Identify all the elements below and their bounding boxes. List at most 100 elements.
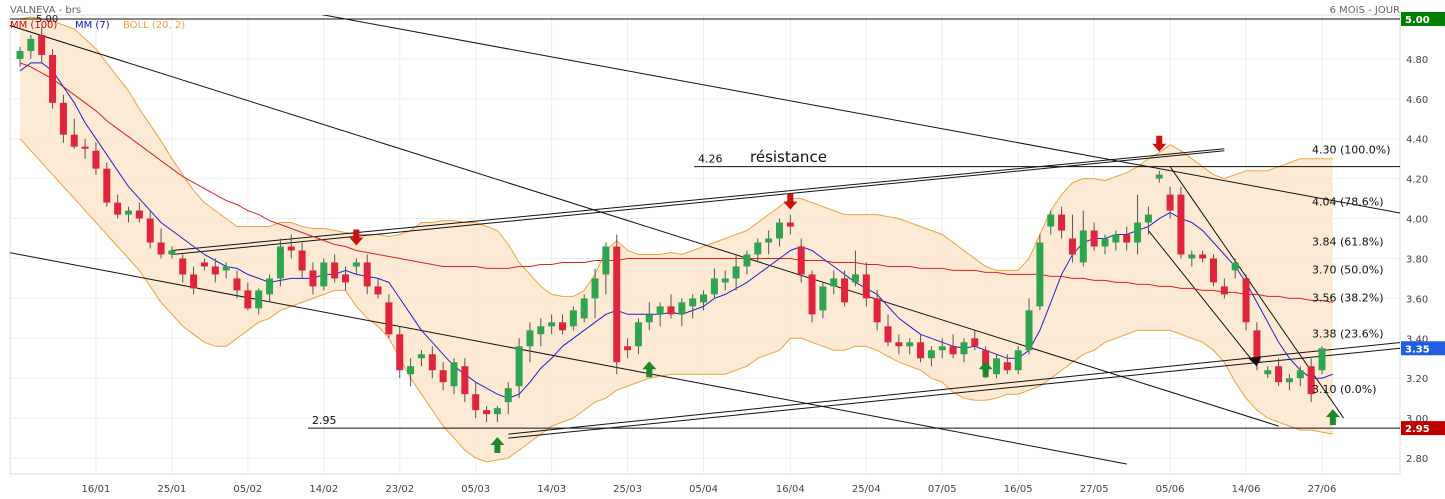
candle-down — [190, 274, 198, 289]
candle-up — [1285, 378, 1293, 383]
candle-up — [168, 250, 176, 255]
candle-down — [363, 262, 371, 287]
candle-down — [287, 246, 295, 251]
trend-line — [171, 150, 1225, 255]
x-tick-label: 05/03 — [461, 484, 490, 495]
buy-arrow-icon — [1325, 409, 1340, 426]
sell-arrow-icon — [349, 229, 364, 246]
candle-up — [602, 246, 610, 275]
candle-up — [743, 254, 751, 267]
plot-frame — [9, 14, 1401, 475]
candle-down — [396, 334, 404, 371]
trend-line — [508, 342, 1400, 435]
candle-down — [146, 218, 154, 243]
x-tick-label: 05/04 — [689, 484, 718, 495]
candle-up — [450, 362, 458, 387]
candle-down — [385, 302, 393, 335]
x-tick-label: 14/03 — [537, 484, 566, 495]
candle-up — [569, 310, 577, 327]
buy-arrow-icon — [490, 437, 505, 454]
axes: 2.80 3.00 3.20 3.40 3.60 3.80 4.00 4.20 4.40 4.60… — [82, 11, 1445, 495]
candle-up — [960, 342, 968, 355]
candle-down — [309, 270, 317, 287]
top-value-badge: 5.00 — [1405, 15, 1430, 26]
candle-up — [352, 262, 360, 267]
fibonacci-label: 3.56 (38.2%) — [1312, 291, 1384, 304]
candle-up — [830, 278, 838, 287]
support-badge: 2.95 — [1405, 424, 1430, 435]
candle-up — [1264, 370, 1272, 375]
y-tick-label: 4.60 — [1406, 95, 1428, 106]
candle-up — [1296, 370, 1304, 379]
y-tick-label: 4.00 — [1406, 215, 1428, 226]
candle-up — [634, 322, 642, 347]
candle-down — [808, 274, 816, 315]
trend-arrowhead-icon — [1248, 356, 1262, 367]
candle-down — [374, 286, 382, 295]
bollinger-fill — [20, 17, 1333, 462]
candle-up — [537, 326, 545, 335]
y-tick-label: 3.20 — [1406, 374, 1428, 385]
candle-up — [993, 358, 1000, 375]
candle-up — [1155, 174, 1163, 179]
candle-down — [797, 246, 805, 275]
candle-down — [895, 342, 903, 347]
candle-up — [765, 238, 773, 243]
legend-ma100: MM (100) — [10, 20, 57, 31]
trend-line — [508, 347, 1400, 439]
x-tick-label: 14/06 — [1232, 484, 1261, 495]
resistance-annotation: résistance — [750, 148, 827, 166]
candle-down — [1253, 330, 1261, 363]
x-tick-label: 14/02 — [309, 484, 338, 495]
candle-up — [417, 354, 425, 359]
x-tick-label: 16/01 — [82, 484, 111, 495]
buy-arrow-icon — [642, 361, 657, 378]
candle-up — [732, 266, 740, 279]
trend-line — [1169, 166, 1345, 419]
fibonacci-labels: 4.30 (100.0%) 4.04 (78.6%) 3.84 (61.8%) 3.7… — [1312, 144, 1391, 396]
candle-down — [38, 34, 46, 55]
ma100-line — [19, 62, 1333, 303]
chart-period: 6 MOIS - JOUR — [1330, 5, 1400, 16]
candle-down — [200, 262, 208, 267]
candle-up — [776, 222, 783, 239]
candle-up — [266, 278, 274, 295]
candle-up — [754, 242, 762, 255]
candle-up — [819, 286, 827, 311]
x-tick-label: 16/04 — [776, 484, 805, 495]
candle-up — [1112, 234, 1120, 243]
support-badge-bg — [1401, 421, 1445, 436]
candle-up — [407, 366, 415, 375]
candle-down — [971, 338, 979, 347]
candle-down — [483, 410, 491, 415]
candle-up — [1231, 262, 1239, 271]
candle-down — [1199, 254, 1207, 259]
y-tick-label: 3.40 — [1406, 334, 1428, 345]
candle-down — [1068, 238, 1076, 255]
candle-down — [244, 290, 252, 309]
x-tick-label: 25/04 — [852, 484, 881, 495]
top-value-badge-bg — [1401, 11, 1445, 26]
horizontal-levels: 4.26 2.95 — [10, 18, 1400, 429]
candle-down — [331, 262, 339, 279]
sell-arrow-icon — [1152, 135, 1167, 152]
candle-down — [949, 346, 957, 355]
candle-up — [1079, 230, 1087, 263]
candle-down — [49, 54, 57, 103]
candle-up — [1101, 238, 1109, 247]
candle-up — [515, 346, 523, 387]
trend-line — [10, 252, 1127, 465]
candle-down — [862, 274, 870, 299]
candle-up — [255, 290, 263, 309]
bollinger-band — [19, 16, 1333, 463]
candle-down — [342, 274, 349, 283]
candle-up — [678, 302, 686, 315]
y-tick-label: 3.00 — [1406, 414, 1428, 425]
trend-lines — [10, 15, 1400, 465]
y-tick-label: 4.80 — [1406, 55, 1428, 66]
candle-down — [884, 326, 892, 343]
candle-up — [721, 278, 729, 283]
x-tick-label: 23/02 — [385, 484, 414, 495]
candle-down — [70, 134, 78, 147]
